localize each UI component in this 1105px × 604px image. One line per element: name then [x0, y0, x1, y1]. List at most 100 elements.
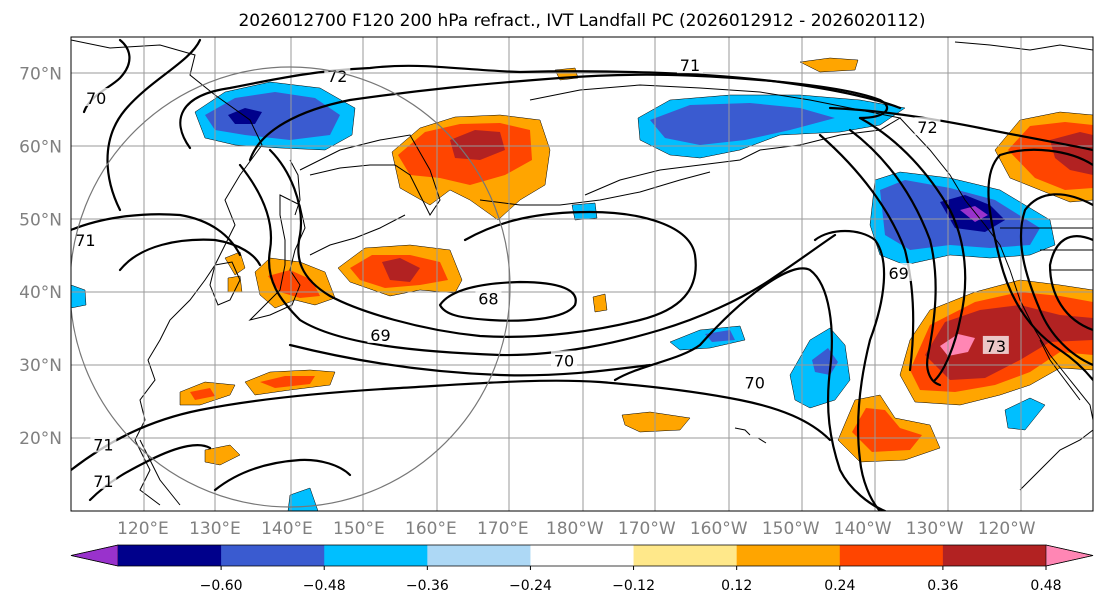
contour-label-bg [885, 263, 912, 281]
contour-label-bg [475, 288, 502, 307]
contour-label: 70 [745, 373, 765, 392]
contour-ridge-2 [1019, 193, 1093, 367]
longitude-labels: 120°E 130°E 140°E 150°E 160°E 170°E 180°W 170°W… [117, 519, 1036, 539]
landfall-region-circle [71, 66, 511, 508]
contour-label-bg [741, 372, 768, 391]
colorbar-tick-label: 0.24 [824, 578, 855, 594]
contour-label: 71 [93, 472, 113, 491]
coast-hawaii [734, 427, 767, 444]
anomaly-positive-spot-a [592, 293, 608, 313]
anomaly-negative-baja [1004, 397, 1046, 431]
coast-mexico [1019, 429, 1093, 491]
coast-korea [209, 261, 241, 306]
colorbar-tick-label: −0.24 [509, 578, 552, 594]
contour-trough-1 [858, 116, 967, 382]
lon-tick-label: 130°W [906, 519, 964, 539]
coast-kamchatka [299, 134, 441, 216]
anomaly-core-japan-east [382, 258, 420, 282]
coast-aleutians [479, 171, 711, 206]
anomaly-moderate-siberia [205, 92, 340, 140]
colorbar-segment [221, 545, 325, 566]
contour-label: 71 [93, 435, 113, 454]
anomaly-moderate-hawaii-north [705, 330, 735, 342]
anomaly-moderate-alaska [650, 103, 835, 145]
lon-tick-label: 160°E [405, 519, 457, 539]
anomaly-positive-central [621, 411, 691, 433]
contour-label: 72 [917, 118, 937, 137]
contour-69-ring [118, 238, 262, 272]
lon-tick-label: 120°W [978, 519, 1036, 539]
anomaly-positive-philippine [204, 444, 241, 466]
contour-trough-3 [818, 133, 915, 372]
coast-sakhalin [289, 159, 301, 216]
lon-tick-label: 150°W [762, 519, 820, 539]
coast-arctic [954, 41, 1093, 51]
contour-70-trough [613, 267, 887, 511]
lat-tick-label: 20°N [19, 429, 62, 449]
colorbar-segment [530, 545, 635, 566]
border-us-canada [1000, 227, 1093, 271]
lon-tick-label: 140°E [261, 519, 313, 539]
contour-70-siberia [106, 38, 202, 212]
contour-70-main [238, 163, 837, 357]
colorbar-extend-high [1045, 544, 1094, 567]
map-frame [70, 36, 1094, 512]
colorbar-segment [633, 545, 738, 566]
lon-tick-label: 170°E [477, 519, 529, 539]
colorbar-tick-label: −0.60 [200, 578, 243, 594]
anomaly-core-california [925, 305, 1093, 380]
contour-label: 70 [554, 352, 574, 371]
anomaly-negative-west-edge [71, 202, 598, 511]
coast-north-america [899, 117, 1093, 421]
map-content: 72 71 72 70 71 69 73 68 69 70 70 71 71 [71, 37, 1093, 511]
anomaly-strong-subtropic-1 [260, 376, 315, 388]
lon-tick-label: 180°W [546, 519, 604, 539]
contour-71-north [248, 73, 888, 162]
lat-tick-label: 40°N [19, 283, 62, 303]
contour-label-bg [676, 55, 703, 74]
contour-71-west [71, 213, 242, 257]
contour-71-south [71, 379, 832, 472]
lat-tick-label: 30°N [19, 356, 62, 376]
contour-label-bg [90, 470, 117, 489]
contour-label-bg [914, 117, 941, 136]
anomaly-extreme-pnw [960, 206, 988, 222]
lon-tick-label: 150°E [333, 519, 385, 539]
colorbar-tick-label: 0.36 [927, 578, 958, 594]
latitude-labels: 70°N 60°N 50°N 40°N 30°N 20°N [19, 64, 62, 449]
colorbar: −0.60 −0.48 −0.36 −0.24 −0.12 0.12 0.24 0.36 0.4… [70, 544, 1094, 594]
map-title: 2026012700 F120 200 hPa refract., IVT La… [238, 11, 925, 31]
lon-tick-label: 120°E [117, 519, 169, 539]
lon-tick-label: 140°W [834, 519, 892, 539]
colorbar-tick-label: 0.48 [1030, 578, 1061, 594]
contour-trough-2 [848, 128, 942, 387]
colorbar-tick-label: 0.12 [721, 578, 752, 594]
lon-tick-label: 170°W [618, 519, 676, 539]
contour-label: 69 [370, 326, 390, 345]
colorbar-segment [736, 545, 841, 566]
colorbar-outline [70, 544, 1094, 567]
coast-kuril [309, 214, 406, 256]
contour-label-bg [83, 87, 110, 106]
colorbar-tick-label: −0.48 [303, 578, 346, 594]
contour-label-bg [551, 350, 578, 369]
colorbar-segment [839, 545, 944, 566]
contour-69-trough [813, 230, 886, 511]
contour-label: 71 [75, 231, 95, 250]
contour-70-south [288, 343, 652, 377]
lat-tick-label: 60°N [19, 137, 62, 157]
coast-japan [248, 194, 306, 321]
contour-label-bg [367, 324, 394, 343]
colorbar-segment [427, 545, 531, 566]
colorbar-tick-label: −0.12 [612, 578, 655, 594]
anomaly-strong-south [852, 408, 922, 452]
contour-label-bg [982, 335, 1009, 354]
contour-label: 71 [680, 56, 700, 75]
lat-tick-label: 70°N [19, 64, 62, 84]
contour-label: 69 [888, 264, 908, 283]
contour-68 [438, 280, 577, 322]
lon-tick-label: 130°E [189, 519, 241, 539]
contour-label: 72 [327, 67, 347, 86]
anomaly-strong-subtropic-2 [190, 388, 215, 400]
